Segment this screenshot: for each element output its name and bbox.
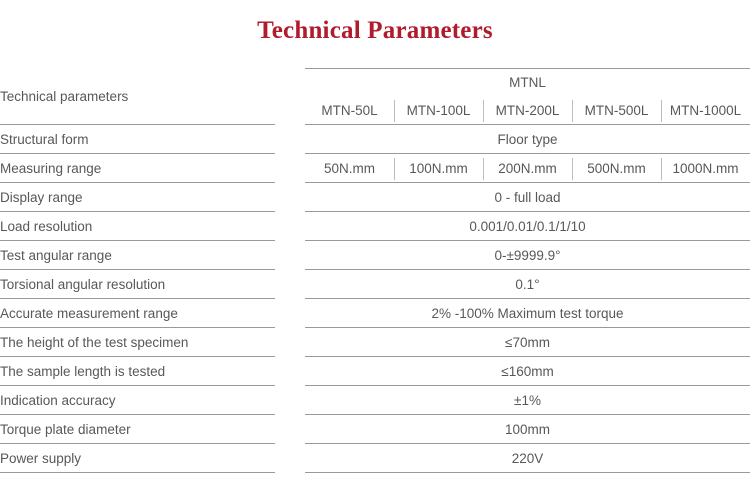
column-gutter	[290, 212, 305, 241]
row-label: Load resolution	[0, 212, 290, 241]
row-value: 0-±9999.9°	[305, 241, 750, 270]
column-gutter	[290, 299, 305, 328]
column-gutter	[290, 183, 305, 212]
row-label: The sample length is tested	[0, 357, 290, 386]
technical-parameters-table: Technical parameters MTNL MTN-50L MTN-10…	[0, 68, 750, 473]
row-value-1: 50N.mm	[305, 154, 394, 183]
row-value: 0.1°	[305, 270, 750, 299]
row-label: Accurate measurement range	[0, 299, 290, 328]
row-value-2: 100N.mm	[394, 154, 483, 183]
model-header-4: MTN-500L	[572, 96, 661, 125]
table-row: Display range 0 - full load	[0, 183, 750, 212]
label-column-header: Technical parameters	[0, 68, 290, 125]
table-row: Structural form Floor type	[0, 125, 750, 154]
row-value: 0 - full load	[305, 183, 750, 212]
column-gutter	[290, 125, 305, 154]
table-row: Power supply 220V	[0, 444, 750, 473]
model-header-5: MTN-1000L	[661, 96, 750, 125]
column-gutter	[290, 415, 305, 444]
column-gutter	[290, 444, 305, 473]
table-row: Measuring range 50N.mm 100N.mm 200N.mm 5…	[0, 154, 750, 183]
series-header: MTNL	[305, 68, 750, 96]
row-value: ≤70mm	[305, 328, 750, 357]
model-header-2: MTN-100L	[394, 96, 483, 125]
table-row: The height of the test specimen ≤70mm	[0, 328, 750, 357]
page-title: Technical Parameters	[257, 17, 493, 44]
row-label: Power supply	[0, 444, 290, 473]
row-value-4: 500N.mm	[572, 154, 661, 183]
column-gutter	[290, 328, 305, 357]
row-value: 220V	[305, 444, 750, 473]
row-label: Structural form	[0, 125, 290, 154]
table-row: Torque plate diameter 100mm	[0, 415, 750, 444]
row-label: The height of the test specimen	[0, 328, 290, 357]
column-gutter	[290, 154, 305, 183]
table-row: Test angular range 0-±9999.9°	[0, 241, 750, 270]
column-gutter	[290, 68, 305, 125]
row-value: Floor type	[305, 125, 750, 154]
table-row: Load resolution 0.001/0.01/0.1/1/10	[0, 212, 750, 241]
row-label: Measuring range	[0, 154, 290, 183]
model-header-3: MTN-200L	[483, 96, 572, 125]
model-header-1: MTN-50L	[305, 96, 394, 125]
row-label: Torque plate diameter	[0, 415, 290, 444]
column-gutter	[290, 357, 305, 386]
row-value: ≤160mm	[305, 357, 750, 386]
table-header-models-row: MTN-50L MTN-100L MTN-200L MTN-500L MTN-1…	[0, 96, 750, 125]
row-value-3: 200N.mm	[483, 154, 572, 183]
table-row: The sample length is tested ≤160mm	[0, 357, 750, 386]
column-gutter	[290, 386, 305, 415]
table-row: Indication accuracy ±1%	[0, 386, 750, 415]
row-label: Indication accuracy	[0, 386, 290, 415]
table-body: Technical parameters MTNL MTN-50L MTN-10…	[0, 68, 750, 473]
column-gutter	[290, 241, 305, 270]
row-label: Display range	[0, 183, 290, 212]
table-row: Accurate measurement range 2% -100% Maxi…	[0, 299, 750, 328]
row-label: Test angular range	[0, 241, 290, 270]
row-value-5: 1000N.mm	[661, 154, 750, 183]
table-row: Torsional angular resolution 0.1°	[0, 270, 750, 299]
table-header-series-row: Technical parameters MTNL	[0, 68, 750, 125]
column-gutter	[290, 270, 305, 299]
row-value: ±1%	[305, 386, 750, 415]
row-label: Torsional angular resolution	[0, 270, 290, 299]
row-value: 2% -100% Maximum test torque	[305, 299, 750, 328]
row-value: 100mm	[305, 415, 750, 444]
row-value: 0.001/0.01/0.1/1/10	[305, 212, 750, 241]
